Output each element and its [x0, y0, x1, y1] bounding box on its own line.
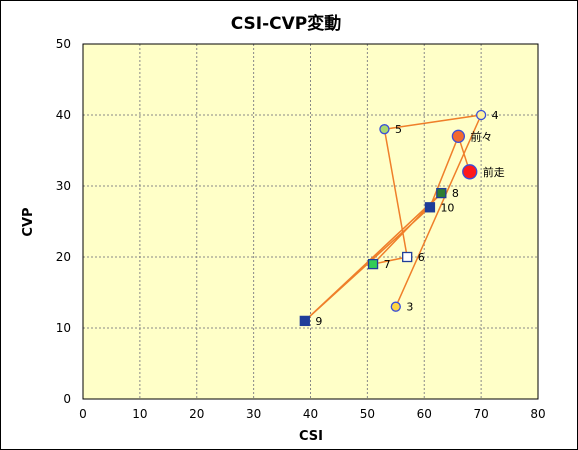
connecting-line — [304, 114, 483, 322]
point-label: 5 — [395, 123, 402, 136]
gridlines — [83, 44, 538, 399]
x-tick-label: 70 — [473, 407, 488, 421]
point-label: 4 — [492, 109, 499, 122]
marker-3 — [390, 301, 401, 312]
x-tick-label: 0 — [79, 407, 87, 421]
x-tick-label: 20 — [189, 407, 204, 421]
y-tick-label: 50 — [56, 37, 71, 51]
marker-前々 — [451, 129, 466, 143]
x-tick-label: 30 — [246, 407, 261, 421]
plot-border — [82, 43, 539, 400]
y-tick-label: 10 — [56, 321, 71, 335]
y-tick-label: 20 — [56, 250, 71, 264]
chart-title: CSI-CVP変動 — [231, 13, 342, 34]
x-tick-label: 40 — [303, 407, 318, 421]
marker-8 — [436, 187, 447, 199]
y-tick-label: 0 — [63, 392, 71, 406]
y-tick-labels: 0 10 20 30 40 50 — [56, 37, 71, 406]
point-label: 3 — [406, 301, 413, 314]
marker-5 — [379, 124, 390, 135]
marker-前走 — [462, 164, 478, 180]
x-tick-label: 10 — [132, 407, 147, 421]
point-label: 前々 — [470, 129, 492, 143]
point-label: 9 — [315, 315, 322, 328]
marker-9 — [299, 315, 310, 327]
y-axis-title: CVP — [21, 207, 36, 236]
point-label: 6 — [418, 251, 425, 264]
x-tick-label: 50 — [360, 407, 375, 421]
marker-10 — [424, 202, 436, 213]
x-tick-label: 80 — [530, 407, 545, 421]
y-tick-label: 40 — [56, 108, 71, 122]
marker-6 — [402, 251, 413, 263]
point-label: 8 — [452, 187, 459, 200]
marker-7 — [367, 258, 379, 270]
x-tick-label: 60 — [417, 407, 432, 421]
x-tick-labels: 0 10 20 30 40 50 60 70 80 — [79, 407, 545, 421]
marker-4 — [475, 109, 487, 121]
point-label: 7 — [384, 258, 391, 271]
point-label: 前走 — [483, 165, 505, 179]
point-label: 10 — [440, 201, 454, 214]
x-axis-title: CSI — [299, 429, 323, 444]
y-tick-label: 30 — [56, 179, 71, 193]
markers — [299, 109, 487, 327]
series-line — [304, 114, 483, 322]
